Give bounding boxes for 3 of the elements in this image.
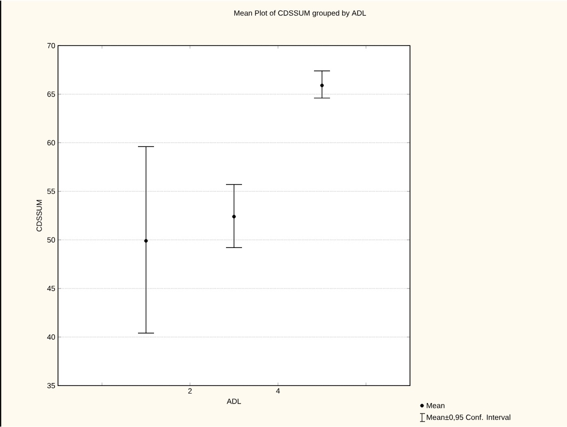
point	[232, 214, 236, 218]
point	[144, 238, 148, 243]
point	[320, 84, 324, 88]
